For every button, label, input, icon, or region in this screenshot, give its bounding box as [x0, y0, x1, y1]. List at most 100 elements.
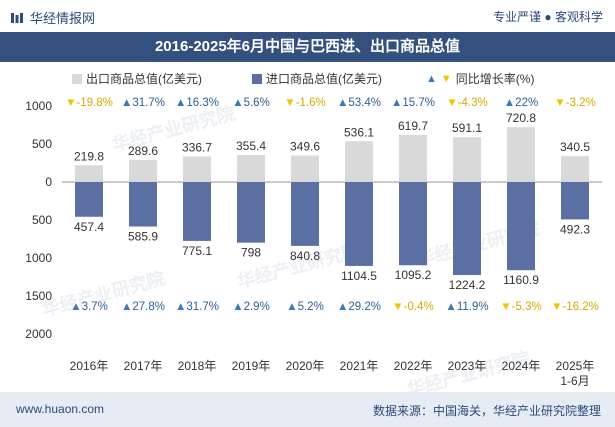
legend-export-swatch [72, 73, 82, 84]
import-value-label: 1224.2 [449, 278, 486, 292]
import-bar [75, 182, 103, 217]
import-bar [237, 182, 265, 243]
growth-up-triangle-icon: ▲ [504, 97, 515, 109]
import-bar [453, 182, 481, 276]
growth-down-triangle-icon: ▼ [284, 97, 295, 109]
import-growth-label: ▲5.2% [286, 301, 324, 313]
export-growth-label: ▲5.6% [232, 97, 270, 109]
growth-value: 15.7% [402, 97, 435, 109]
export-bar [129, 159, 157, 182]
growth-down-triangle-icon: ▼ [446, 97, 457, 109]
export-growth-label: ▲31.7% [121, 97, 165, 109]
y-tick-label: 1000 [25, 99, 52, 113]
import-bar [399, 182, 427, 266]
import-value-label: 775.1 [182, 244, 212, 258]
tagline: 专业严谨 ● 客观科学 [493, 10, 603, 24]
y-tick-label: 500 [32, 137, 52, 151]
export-value-label: 336.7 [182, 140, 212, 154]
legend-export-label: 出口商品总值(亿美元) [86, 72, 202, 86]
export-value-label: 720.8 [506, 111, 536, 125]
import-bar [183, 182, 211, 241]
chart-bars [75, 127, 589, 276]
brand-name: 华经情报网 [30, 11, 96, 26]
growth-value: 27.8% [132, 301, 165, 313]
growth-down-triangle-icon: ▼ [551, 301, 562, 313]
export-growth-label: ▼-1.6% [284, 97, 325, 109]
growth-value: 3.7% [82, 301, 108, 313]
growth-value: -3.2% [566, 97, 596, 109]
x-tick-label: 2020年 [286, 359, 325, 373]
x-tick-label: 2017年 [124, 359, 163, 373]
import-growth-label: ▲2.9% [232, 301, 270, 313]
y-tick-label: 2000 [25, 327, 52, 341]
export-bar [453, 137, 481, 182]
legend-export: 出口商品总值(亿美元) [72, 70, 202, 87]
import-bar [345, 182, 373, 266]
growth-up-triangle-icon: ▲ [175, 301, 186, 313]
export-bar [507, 127, 535, 182]
export-bar [183, 156, 211, 182]
import-value-label: 840.8 [290, 249, 320, 263]
x-tick-label: 1-6月 [560, 374, 589, 388]
import-value-label: 585.9 [128, 230, 158, 244]
legend-import-swatch [252, 73, 262, 84]
export-bar [291, 155, 319, 182]
growth-value: 5.2% [298, 301, 324, 313]
x-tick-label: 2022年 [394, 359, 433, 373]
import-growth-label: ▲31.7% [175, 301, 219, 313]
import-value-label: 457.4 [74, 220, 104, 234]
export-value-label: 591.1 [452, 121, 482, 135]
growth-value: -19.8% [76, 97, 112, 109]
growth-value: -16.2% [562, 301, 598, 313]
growth-value: 31.7% [132, 97, 165, 109]
import-bar [507, 182, 535, 271]
growth-value: 5.6% [244, 97, 270, 109]
export-bar [561, 156, 589, 182]
growth-up-triangle-icon: ▲ [337, 301, 348, 313]
import-bar [129, 182, 157, 227]
growth-up-triangle-icon: ▲ [232, 97, 243, 109]
x-tick-label: 2019年 [232, 359, 271, 373]
growth-down-triangle-icon: ▼ [500, 301, 511, 313]
legend-growth: ▲ ▼ 同比增长率(%) [426, 70, 534, 87]
import-value-label: 1104.5 [341, 269, 377, 283]
footer-source: 数据来源：中国海关，华经产业研究院整理 [372, 404, 601, 418]
x-tick-label: 2025年 [556, 359, 595, 373]
export-value-label: 619.7 [398, 119, 428, 133]
top-bar: 华经情报网 专业严谨 ● 客观科学 [0, 0, 615, 32]
footer: www.huaon.com 数据来源：中国海关，华经产业研究院整理 [0, 392, 615, 427]
growth-value: -0.4% [404, 301, 434, 313]
growth-value: 11.9% [457, 301, 489, 313]
import-value-label: 492.3 [560, 222, 590, 236]
growth-up-triangle-icon: ▲ [70, 301, 81, 313]
legend-up-triangle-icon: ▲ [426, 72, 437, 85]
x-tick-label: 2018年 [178, 359, 217, 373]
growth-up-triangle-icon: ▲ [121, 97, 132, 109]
import-bar [561, 182, 589, 220]
export-value-label: 340.5 [560, 140, 590, 154]
import-growth-label: ▲27.8% [121, 301, 165, 313]
growth-value: 53.4% [348, 97, 381, 109]
legend-import: 进口商品总值(亿美元) [252, 70, 382, 87]
growth-value: 31.7% [186, 301, 219, 313]
y-tick-label: 0 [45, 175, 52, 189]
growth-down-triangle-icon: ▼ [554, 97, 565, 109]
growth-value: 16.3% [186, 97, 219, 109]
legend-growth-label: 同比增长率(%) [455, 72, 535, 86]
footer-url: www.huaon.com [16, 402, 105, 416]
import-bar [291, 182, 319, 246]
legend-import-label: 进口商品总值(亿美元) [266, 72, 382, 86]
growth-up-triangle-icon: ▲ [232, 301, 243, 313]
x-tick-label: 2024年 [502, 359, 541, 373]
growth-value: -1.6% [296, 97, 326, 109]
legend-down-triangle-icon: ▼ [440, 72, 452, 85]
export-growth-label: ▲15.7% [391, 97, 435, 109]
import-growth-label: ▼-5.3% [500, 301, 541, 313]
y-tick-label: 1500 [25, 289, 52, 303]
import-growth-label: ▲11.9% [445, 301, 488, 313]
growth-value: -5.3% [512, 301, 542, 313]
y-tick-label: 1000 [25, 251, 52, 265]
growth-up-triangle-icon: ▲ [175, 97, 186, 109]
export-value-label: 219.8 [74, 149, 104, 163]
export-growth-label: ▼-4.3% [446, 97, 487, 109]
